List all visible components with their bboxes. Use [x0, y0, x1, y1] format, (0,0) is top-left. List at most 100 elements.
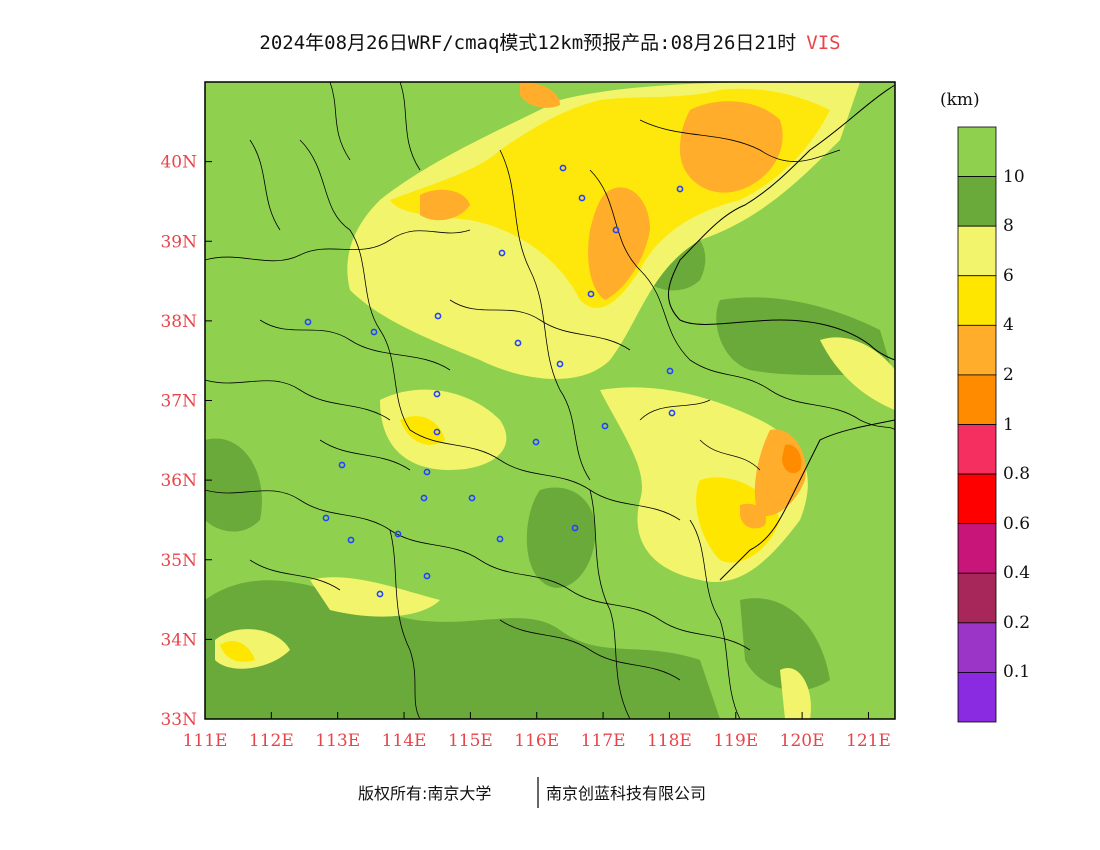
- lon-tick-label: 114E: [382, 731, 427, 751]
- city-marker: [394, 530, 402, 538]
- city-marker: [376, 590, 384, 598]
- footer-copyright: 版权所有:南京大学: [358, 784, 492, 803]
- map-title: 2024年08月26日WRF/cmaq模式12km预报产品:08月26日21时 V…: [0, 28, 1100, 55]
- legend-swatch: [957, 672, 997, 723]
- vis-zone-2km: [520, 82, 560, 108]
- city-marker: [514, 339, 522, 347]
- legend-label: 0.2: [1003, 612, 1031, 633]
- vis-zone-4km: [400, 416, 445, 445]
- coastline-north: [667, 84, 896, 361]
- vis-zone-1km: [782, 444, 802, 474]
- lon-tick-label: 120E: [780, 731, 825, 751]
- city-marker: [571, 524, 579, 532]
- city-marker: [433, 390, 441, 398]
- city-marker: [304, 318, 312, 326]
- city-marker: [587, 290, 595, 298]
- lon-tick-label: 117E: [581, 731, 626, 751]
- legend-label: 8: [1003, 216, 1014, 237]
- city-marker: [556, 360, 564, 368]
- lat-tick-label: 38N: [160, 312, 197, 332]
- vis-zone-2km: [420, 189, 470, 221]
- vis-zone-8km: [740, 598, 830, 691]
- city-marker: [433, 428, 441, 436]
- vis-zone-8km: [205, 438, 262, 532]
- city-marker: [559, 164, 567, 172]
- vis-zone-6km: [780, 668, 811, 719]
- lon-tick-label: 121E: [846, 731, 891, 751]
- legend-swatch: [957, 176, 997, 227]
- city-marker: [498, 249, 506, 257]
- lat-tick-label: 34N: [160, 630, 197, 650]
- lon-tick-label: 111E: [183, 731, 228, 751]
- city-marker: [370, 328, 378, 336]
- vis-zone-2km: [588, 187, 650, 300]
- lat-tick-label: 39N: [160, 232, 197, 252]
- city-marker: [338, 461, 346, 469]
- city-marker: [601, 422, 609, 430]
- city-marker: [434, 312, 442, 320]
- legend-swatch: [957, 572, 997, 624]
- coastline-east: [719, 419, 896, 581]
- legend-label: 4: [1003, 315, 1014, 336]
- vis-zone-4km: [220, 640, 255, 662]
- vis-zone-6km: [310, 577, 440, 617]
- city-marker: [496, 535, 504, 543]
- legend-swatch: [957, 374, 997, 425]
- legend-swatch: [957, 126, 997, 177]
- legend-label: 0.6: [1003, 513, 1031, 534]
- city-marker: [423, 468, 431, 476]
- footer-company: 南京创蓝科技有限公司: [546, 784, 707, 803]
- legend-label: 0.8: [1003, 464, 1031, 485]
- lat-tick-label: 33N: [160, 710, 197, 730]
- city-marker: [666, 367, 674, 375]
- lon-tick-label: 115E: [448, 731, 493, 751]
- vis-zone-6km: [820, 337, 895, 410]
- legend-swatch: [957, 622, 997, 673]
- city-marker: [532, 438, 540, 446]
- legend-swatch: [957, 523, 997, 574]
- legend-label: 6: [1003, 265, 1014, 286]
- city-marker: [668, 409, 676, 417]
- legend-swatch: [957, 225, 997, 277]
- vis-zone-2km: [740, 503, 766, 529]
- legend-label: 10: [1003, 166, 1025, 187]
- vis-zone-8km: [526, 487, 596, 588]
- city-marker: [420, 494, 428, 502]
- city-marker: [347, 536, 355, 544]
- lat-tick-label: 35N: [160, 551, 197, 571]
- lon-tick-label: 116E: [514, 731, 559, 751]
- lat-tick-label: 40N: [160, 153, 197, 173]
- legend-label: 0.4: [1003, 563, 1031, 584]
- lon-tick-label: 112E: [249, 731, 294, 751]
- legend-swatch: [957, 324, 997, 376]
- city-marker: [423, 572, 431, 580]
- city-marker: [322, 514, 330, 522]
- lon-tick-label: 119E: [713, 731, 758, 751]
- title-main: 2024年08月26日WRF/cmaq模式12km预报产品:08月26日21时: [259, 32, 797, 54]
- lat-tick-label: 36N: [160, 471, 197, 491]
- legend-swatch: [957, 424, 997, 475]
- city-markers: [304, 164, 684, 598]
- legend-label: 1: [1003, 414, 1014, 435]
- visibility-field: [205, 82, 895, 719]
- lat-tick-label: 37N: [160, 392, 197, 412]
- city-marker: [468, 494, 476, 502]
- city-marker: [612, 226, 620, 234]
- vis-zone-2km: [680, 101, 783, 193]
- admin-boundaries: [205, 82, 895, 719]
- legend-swatch: [957, 275, 997, 326]
- lon-tick-label: 118E: [647, 731, 692, 751]
- title-variable: VIS: [806, 32, 841, 54]
- vis-zone-6km: [380, 389, 507, 470]
- lon-tick-label: 113E: [315, 731, 360, 751]
- legend-unit: (km): [940, 90, 980, 110]
- legend-label: 0.1: [1003, 662, 1031, 683]
- vis-zone-8km: [205, 580, 720, 719]
- legend-swatch: [957, 473, 997, 525]
- city-marker: [578, 194, 586, 202]
- city-marker: [676, 185, 684, 193]
- legend-colorbar: [957, 126, 997, 723]
- legend-label: 2: [1003, 364, 1014, 385]
- axis-ticks: 111E 112E 113E 114E 115E 116E 117E 118E 119E 120E…: [160, 153, 890, 751]
